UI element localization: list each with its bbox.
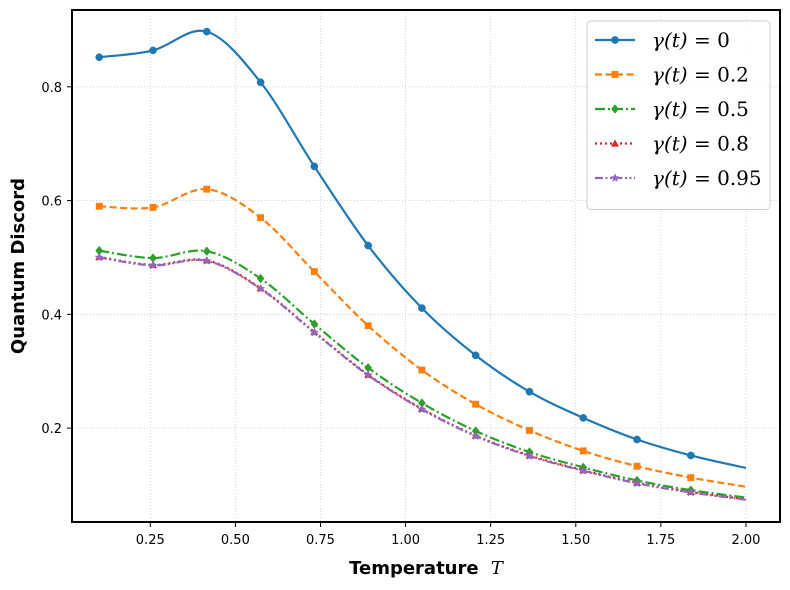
data-point	[579, 414, 588, 422]
legend-label-value: 0.5	[717, 97, 749, 121]
x-tick-label: 0.50	[221, 533, 250, 548]
data-point	[95, 202, 103, 210]
legend-label: γ(t) = 0.8	[652, 132, 749, 156]
data-point	[149, 46, 157, 55]
legend-entry: γ(t) = 0.95	[595, 166, 762, 190]
legend-label-value: 0.8	[717, 132, 749, 156]
data-point	[203, 185, 211, 193]
y-tick-label: 0.8	[41, 81, 62, 96]
data-point	[309, 327, 319, 337]
data-point	[256, 273, 265, 284]
legend-label-value: 0.95	[717, 166, 762, 190]
data-point	[525, 387, 534, 396]
y-tick-label: 0.2	[41, 422, 62, 437]
plot-frame	[71, 9, 781, 523]
series-3	[95, 252, 747, 501]
data-point	[686, 487, 696, 497]
data-point	[471, 431, 481, 441]
data-point	[578, 465, 588, 475]
data-point	[687, 474, 695, 482]
data-point	[202, 27, 211, 36]
data-point	[257, 214, 265, 222]
legend: γ(t) = 0γ(t) = 0.2γ(t) = 0.5γ(t) = 0.8γ(…	[586, 20, 771, 210]
data-point	[579, 447, 587, 455]
data-point	[472, 400, 480, 408]
legend-label: γ(t) = 0	[652, 28, 730, 52]
data-point	[418, 366, 426, 374]
x-tick-label: 0.25	[136, 533, 165, 548]
legend-swatch-marker	[611, 36, 619, 44]
legend-label-var: γ(t)	[652, 132, 688, 156]
data-point	[94, 252, 104, 262]
legend-entry: γ(t) = 0.8	[595, 132, 749, 156]
legend-entry: γ(t) = 0.2	[595, 63, 749, 87]
x-tick-label: 1.50	[561, 533, 590, 548]
data-point	[526, 426, 533, 434]
legend-entry: γ(t) = 0	[595, 28, 730, 52]
series-line	[99, 256, 747, 501]
series-4	[94, 252, 747, 501]
data-point	[202, 256, 212, 265]
data-point	[95, 53, 104, 62]
data-point	[471, 351, 480, 360]
legend-label-equals: =	[688, 97, 717, 121]
x-axis-title-text: Temperature	[349, 558, 478, 579]
data-point	[364, 322, 372, 330]
legend-label-value: 0	[717, 28, 730, 52]
legend-label-var: γ(t)	[652, 97, 688, 121]
data-point	[202, 246, 211, 257]
legend-label-var: γ(t)	[652, 28, 688, 52]
legend-swatch-marker	[611, 104, 619, 114]
series-line	[99, 29, 747, 470]
legend-label-var: γ(t)	[652, 63, 688, 87]
legend-swatch-marker	[610, 139, 620, 147]
legend-swatch-marker	[610, 173, 620, 182]
data-point	[686, 451, 695, 460]
series-line	[99, 188, 747, 488]
legend-label-equals: =	[688, 132, 717, 156]
data-point	[632, 478, 642, 488]
data-point	[633, 435, 641, 444]
x-tick-label: 0.75	[306, 533, 335, 548]
axis-ticks: 0.25 0.50 0.75 1.00 1.25 1.50 1.75 2.00 0.2 0.4 0.…	[41, 81, 760, 548]
legend-swatch-marker	[611, 71, 619, 78]
y-tick-label: 0.4	[41, 308, 62, 323]
legend-label-equals: =	[688, 166, 717, 190]
legend-label-equals: =	[688, 28, 717, 52]
x-tick-label: 1.00	[391, 533, 420, 548]
x-tick-label: 1.25	[476, 533, 505, 548]
series-0	[95, 27, 747, 470]
data-point	[310, 162, 319, 171]
legend-label-equals: =	[688, 63, 717, 87]
data-point	[310, 268, 318, 276]
legend-label-value: 0.2	[717, 63, 749, 87]
data-point	[417, 404, 427, 414]
data-point	[256, 78, 265, 87]
legend-label: γ(t) = 0.95	[652, 166, 762, 190]
data-point	[364, 241, 372, 250]
data-point	[418, 304, 426, 312]
series-1	[95, 185, 747, 488]
legend-entry: γ(t) = 0.5	[595, 97, 749, 121]
x-axis-title-var: T	[491, 558, 505, 579]
series-line	[99, 255, 747, 501]
x-tick-label: 1.75	[646, 533, 675, 548]
x-axis-title: Temperature T	[349, 558, 505, 579]
series-line	[99, 249, 747, 499]
legend-label: γ(t) = 0.5	[652, 97, 749, 121]
legend-label-var: γ(t)	[652, 166, 688, 190]
data-point	[255, 283, 266, 293]
legend-label: γ(t) = 0.2	[652, 63, 749, 87]
data-point	[524, 451, 535, 460]
data-point	[633, 462, 641, 470]
data-point	[149, 203, 157, 211]
series-layer	[94, 27, 747, 501]
x-tick-label: 2.00	[731, 533, 760, 548]
data-point	[148, 260, 158, 270]
y-axis-title: Quantum Discord	[8, 178, 29, 354]
y-tick-label: 0.6	[41, 195, 62, 210]
legend-box	[586, 20, 771, 210]
data-point	[363, 370, 373, 380]
